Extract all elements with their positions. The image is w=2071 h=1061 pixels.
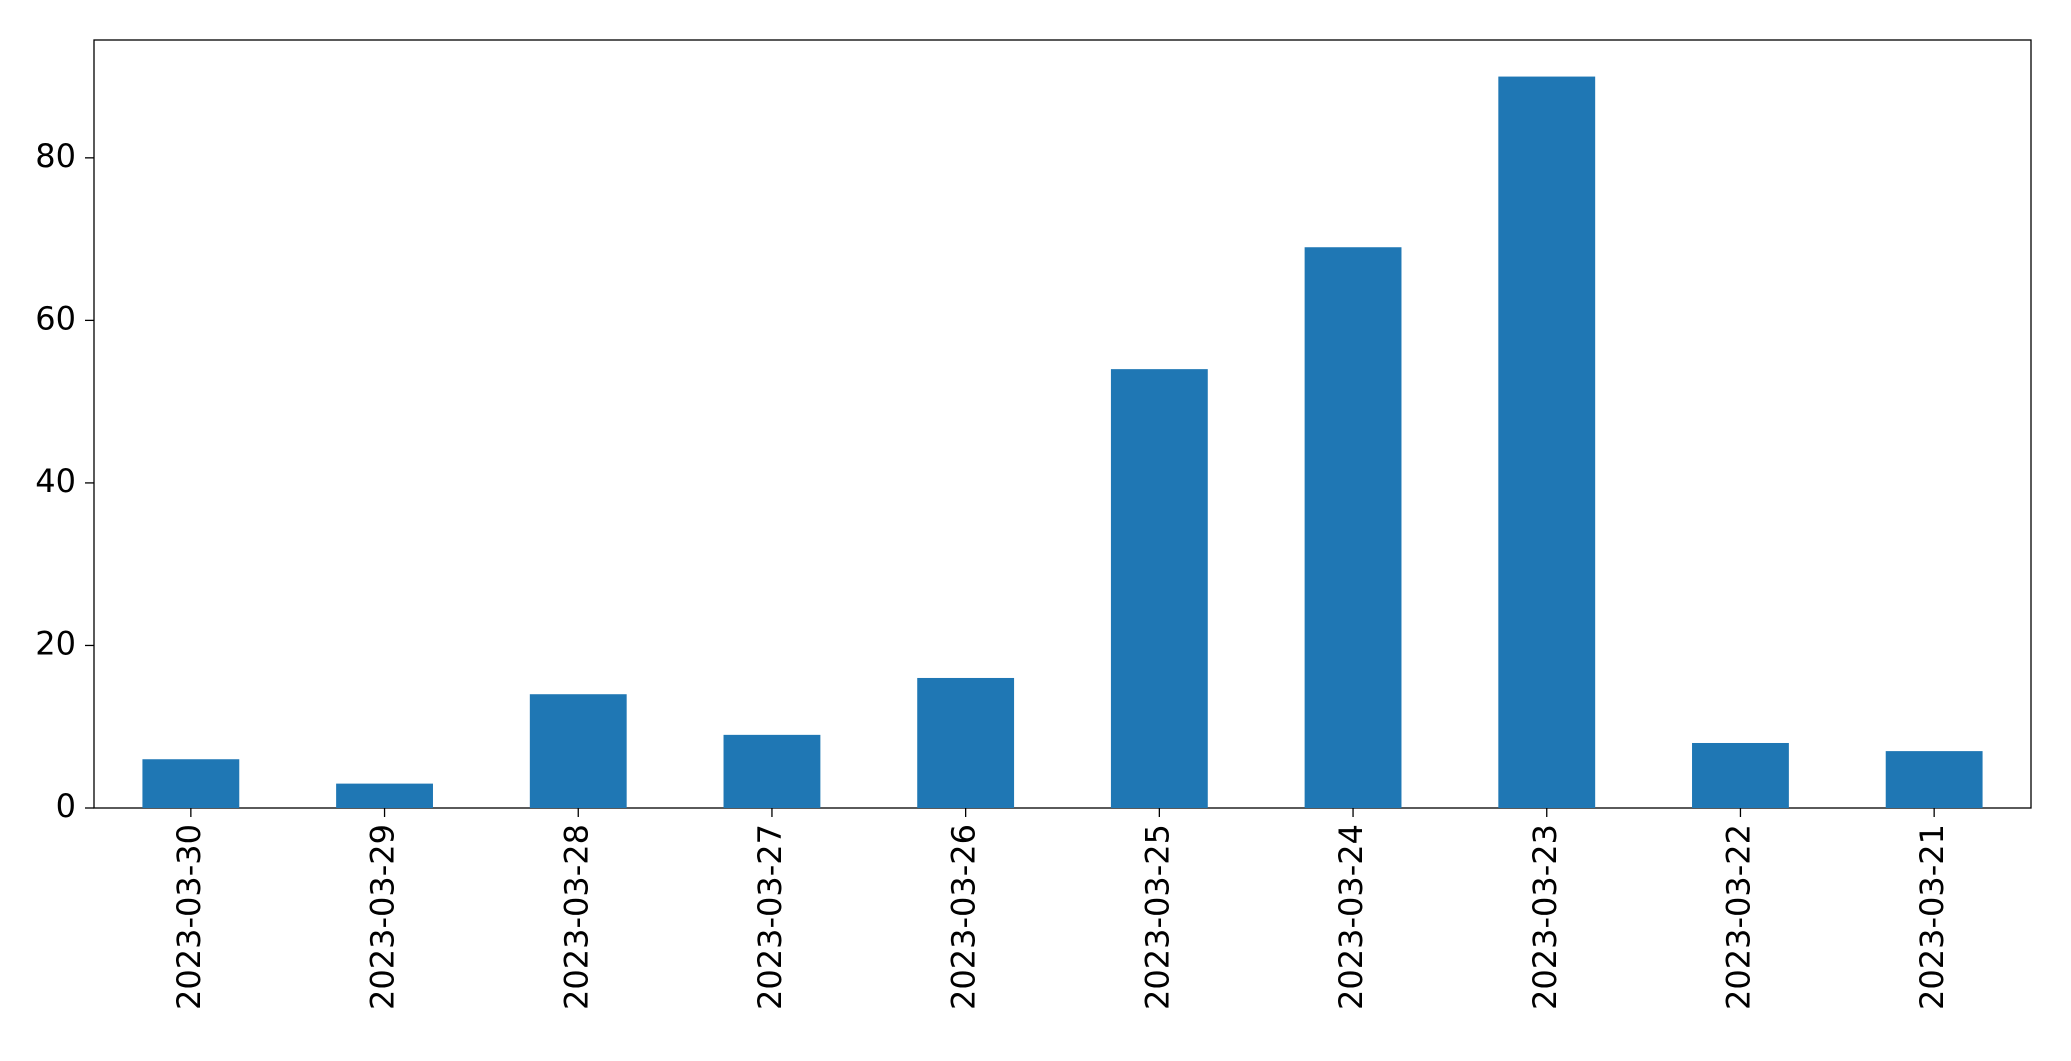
bar [723,734,821,808]
y-tick-label: 60 [35,299,76,337]
x-tick-label: 2023-03-24 [1332,824,1370,1010]
x-tick-label: 2023-03-26 [945,824,983,1010]
bar [336,783,433,808]
x-tick-label: 2023-03-22 [1719,824,1757,1010]
x-tick-label: 2023-03-27 [751,824,789,1010]
y-tick-label: 20 [35,624,76,662]
bar [917,677,1015,808]
x-tick-label: 2023-03-25 [1138,824,1176,1010]
y-tick-label: 40 [35,462,76,500]
x-tick-label: 2023-03-23 [1526,824,1564,1010]
y-tick-label: 0 [56,787,76,825]
bar [1304,247,1402,808]
bar [529,694,627,808]
y-tick-label: 80 [35,137,76,175]
x-tick-label: 2023-03-29 [364,824,402,1010]
x-tick-label: 2023-03-21 [1913,824,1951,1010]
bar [1110,369,1208,808]
x-tick-label: 2023-03-28 [557,824,595,1010]
bar [142,759,240,808]
x-tick-label: 2023-03-30 [170,824,208,1010]
plot-frame [93,39,2032,809]
bar [1498,76,1596,809]
bar [1692,742,1789,808]
bar [1885,751,1983,808]
